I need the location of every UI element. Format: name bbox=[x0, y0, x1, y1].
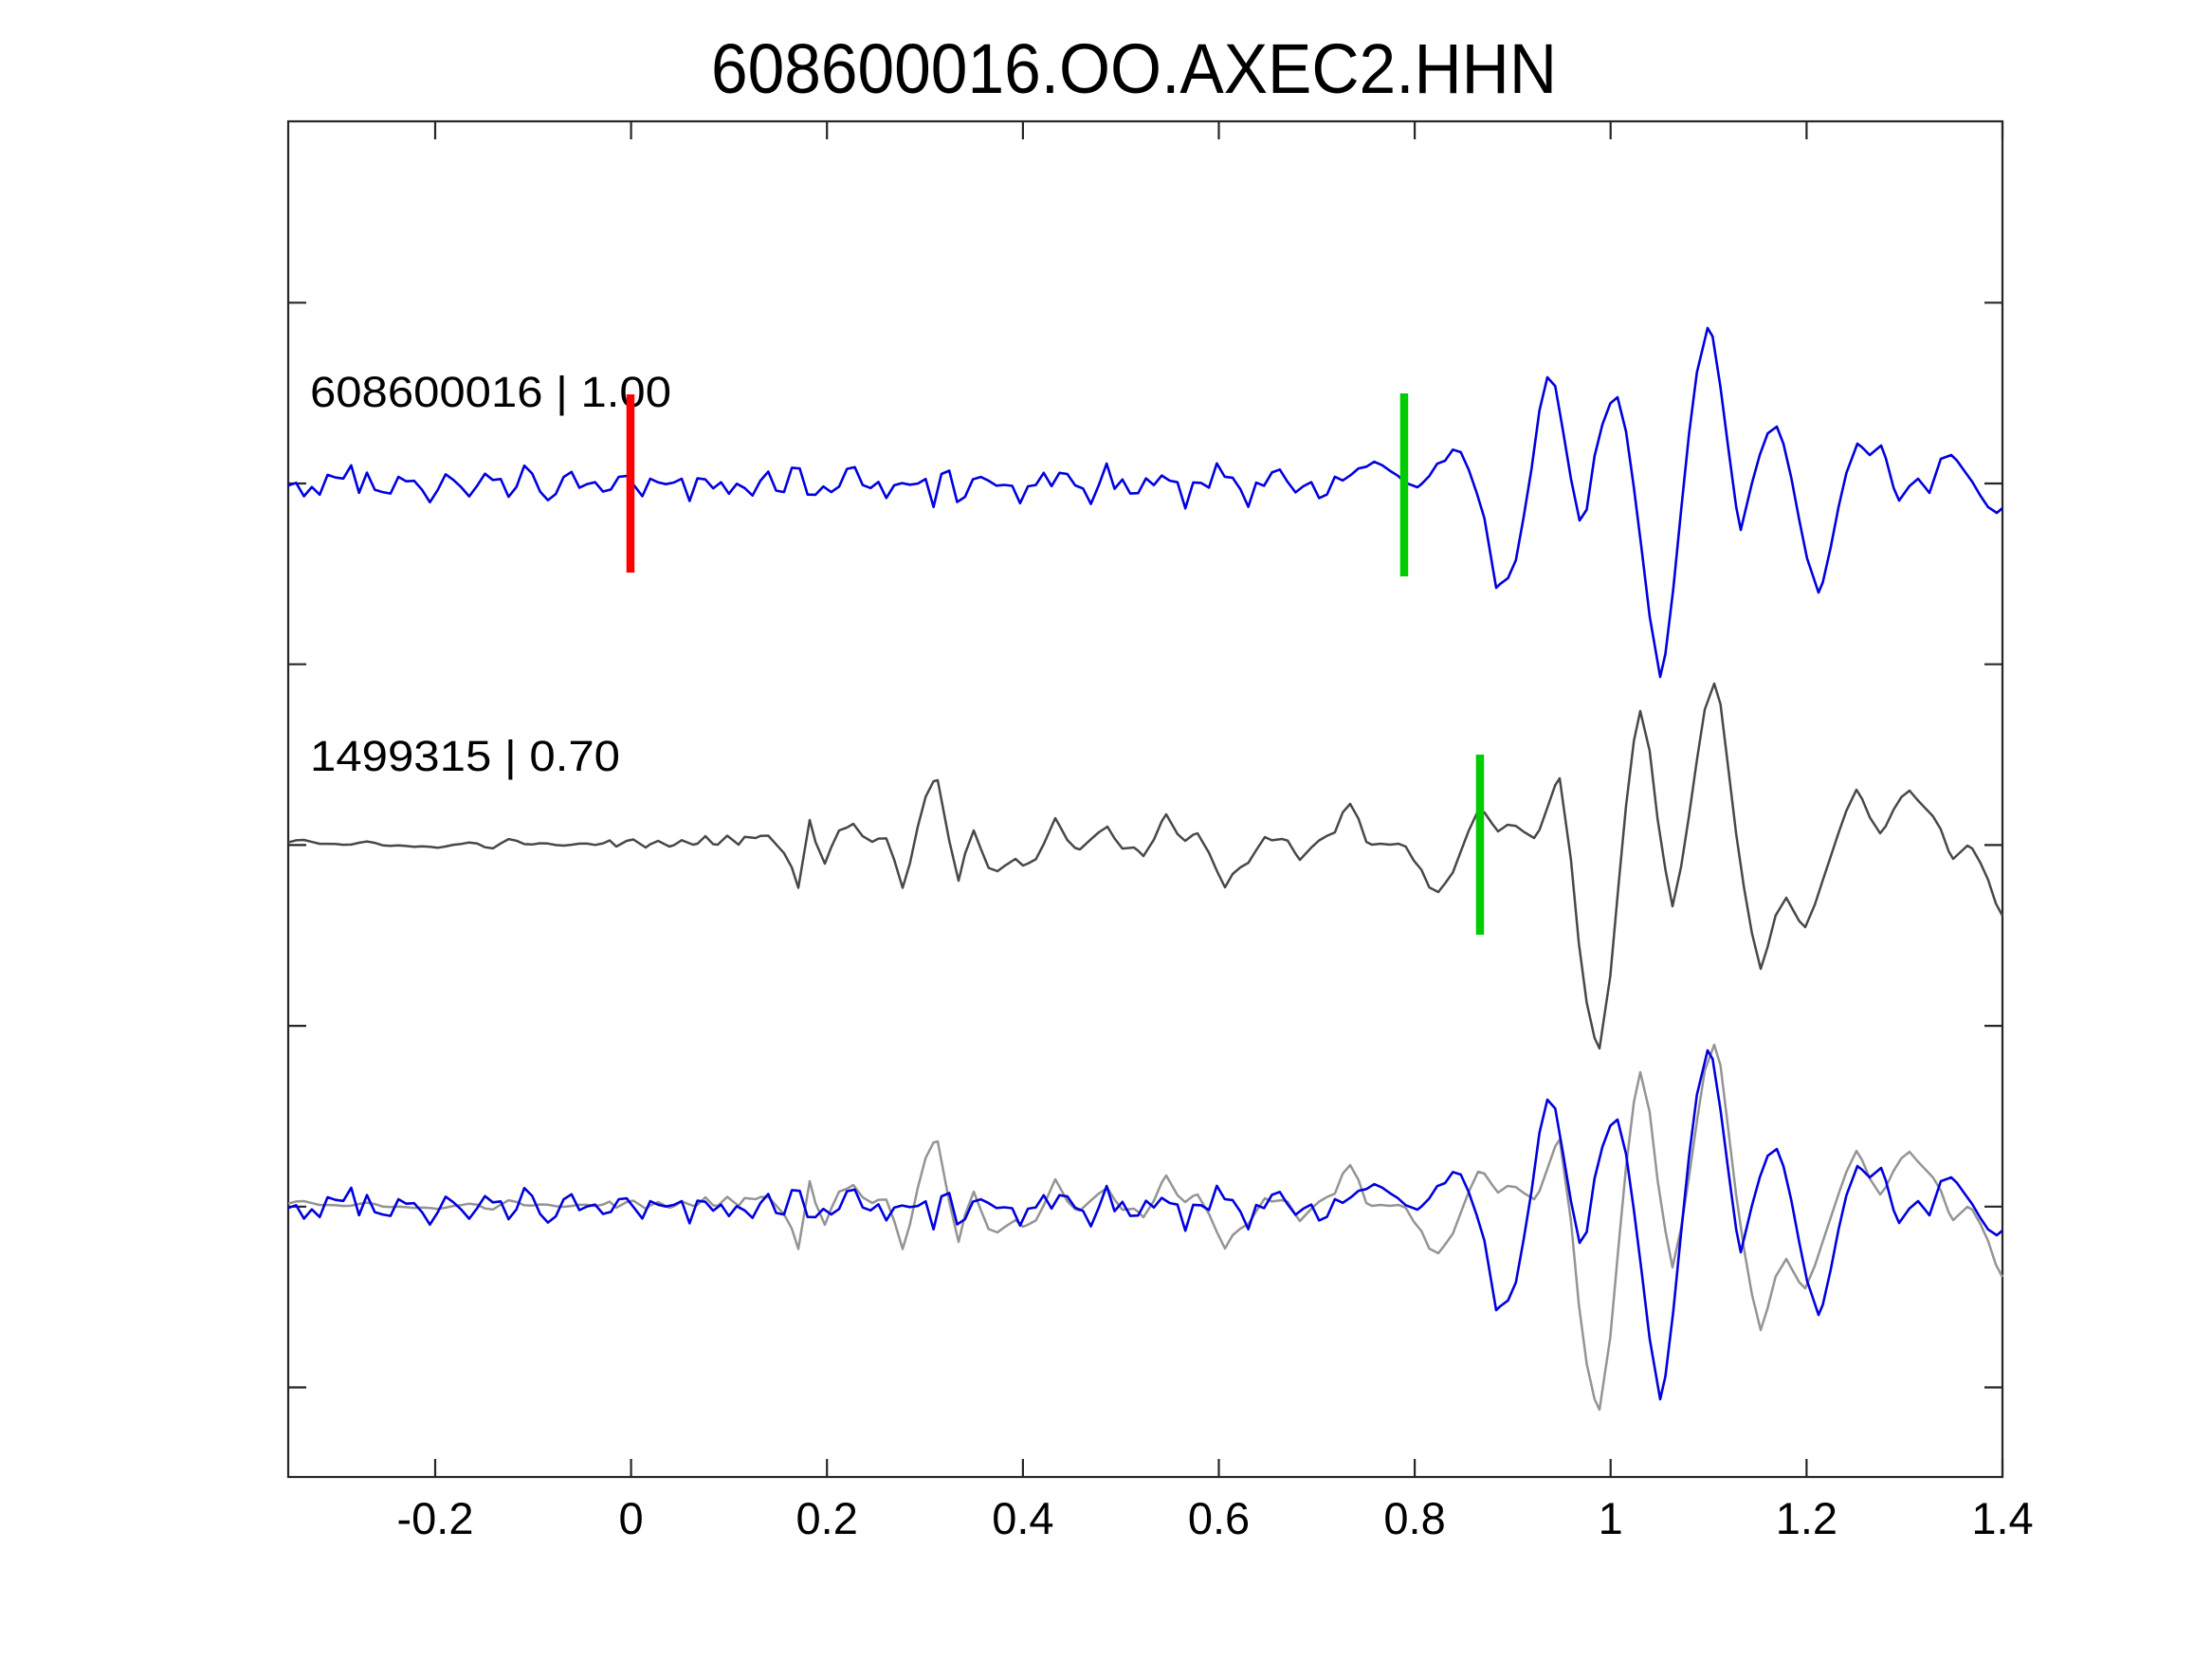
svg-text:-0.2: -0.2 bbox=[397, 1493, 474, 1543]
svg-text:1: 1 bbox=[1599, 1493, 1623, 1543]
svg-text:0.6: 0.6 bbox=[1188, 1493, 1250, 1543]
svg-text:0.4: 0.4 bbox=[992, 1493, 1053, 1543]
svg-text:0: 0 bbox=[619, 1493, 644, 1543]
svg-text:608600016.OO.AXEC2.HHN: 608600016.OO.AXEC2.HHN bbox=[711, 29, 1557, 108]
svg-text:0.8: 0.8 bbox=[1383, 1493, 1445, 1543]
svg-text:0.2: 0.2 bbox=[796, 1493, 858, 1543]
svg-text:608600016 | 1.00: 608600016 | 1.00 bbox=[310, 368, 671, 416]
svg-text:1499315 | 0.70: 1499315 | 0.70 bbox=[310, 732, 620, 780]
svg-text:1.2: 1.2 bbox=[1776, 1493, 1837, 1543]
svg-text:1.4: 1.4 bbox=[1971, 1493, 2033, 1543]
